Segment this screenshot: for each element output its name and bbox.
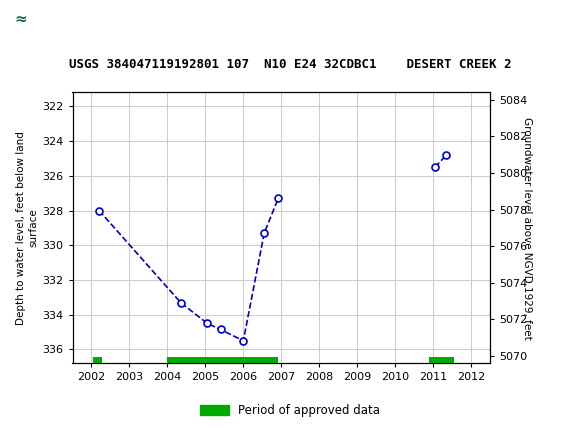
Y-axis label: Groundwater level above NGVD 1929, feet: Groundwater level above NGVD 1929, feet	[521, 117, 531, 339]
Bar	[5, 3, 37, 37]
Bar	[93, 357, 102, 363]
Bar	[429, 357, 454, 363]
Y-axis label: Depth to water level, feet below land
surface: Depth to water level, feet below land su…	[16, 131, 38, 325]
Text: ≈: ≈	[14, 12, 27, 27]
Text: USGS 384047119192801 107  N10 E24 32CDBC1    DESERT CREEK 2: USGS 384047119192801 107 N10 E24 32CDBC1…	[69, 58, 511, 71]
Bar	[168, 357, 278, 363]
Legend: Period of approved data: Period of approved data	[195, 399, 385, 422]
Text: USGS: USGS	[44, 12, 95, 29]
